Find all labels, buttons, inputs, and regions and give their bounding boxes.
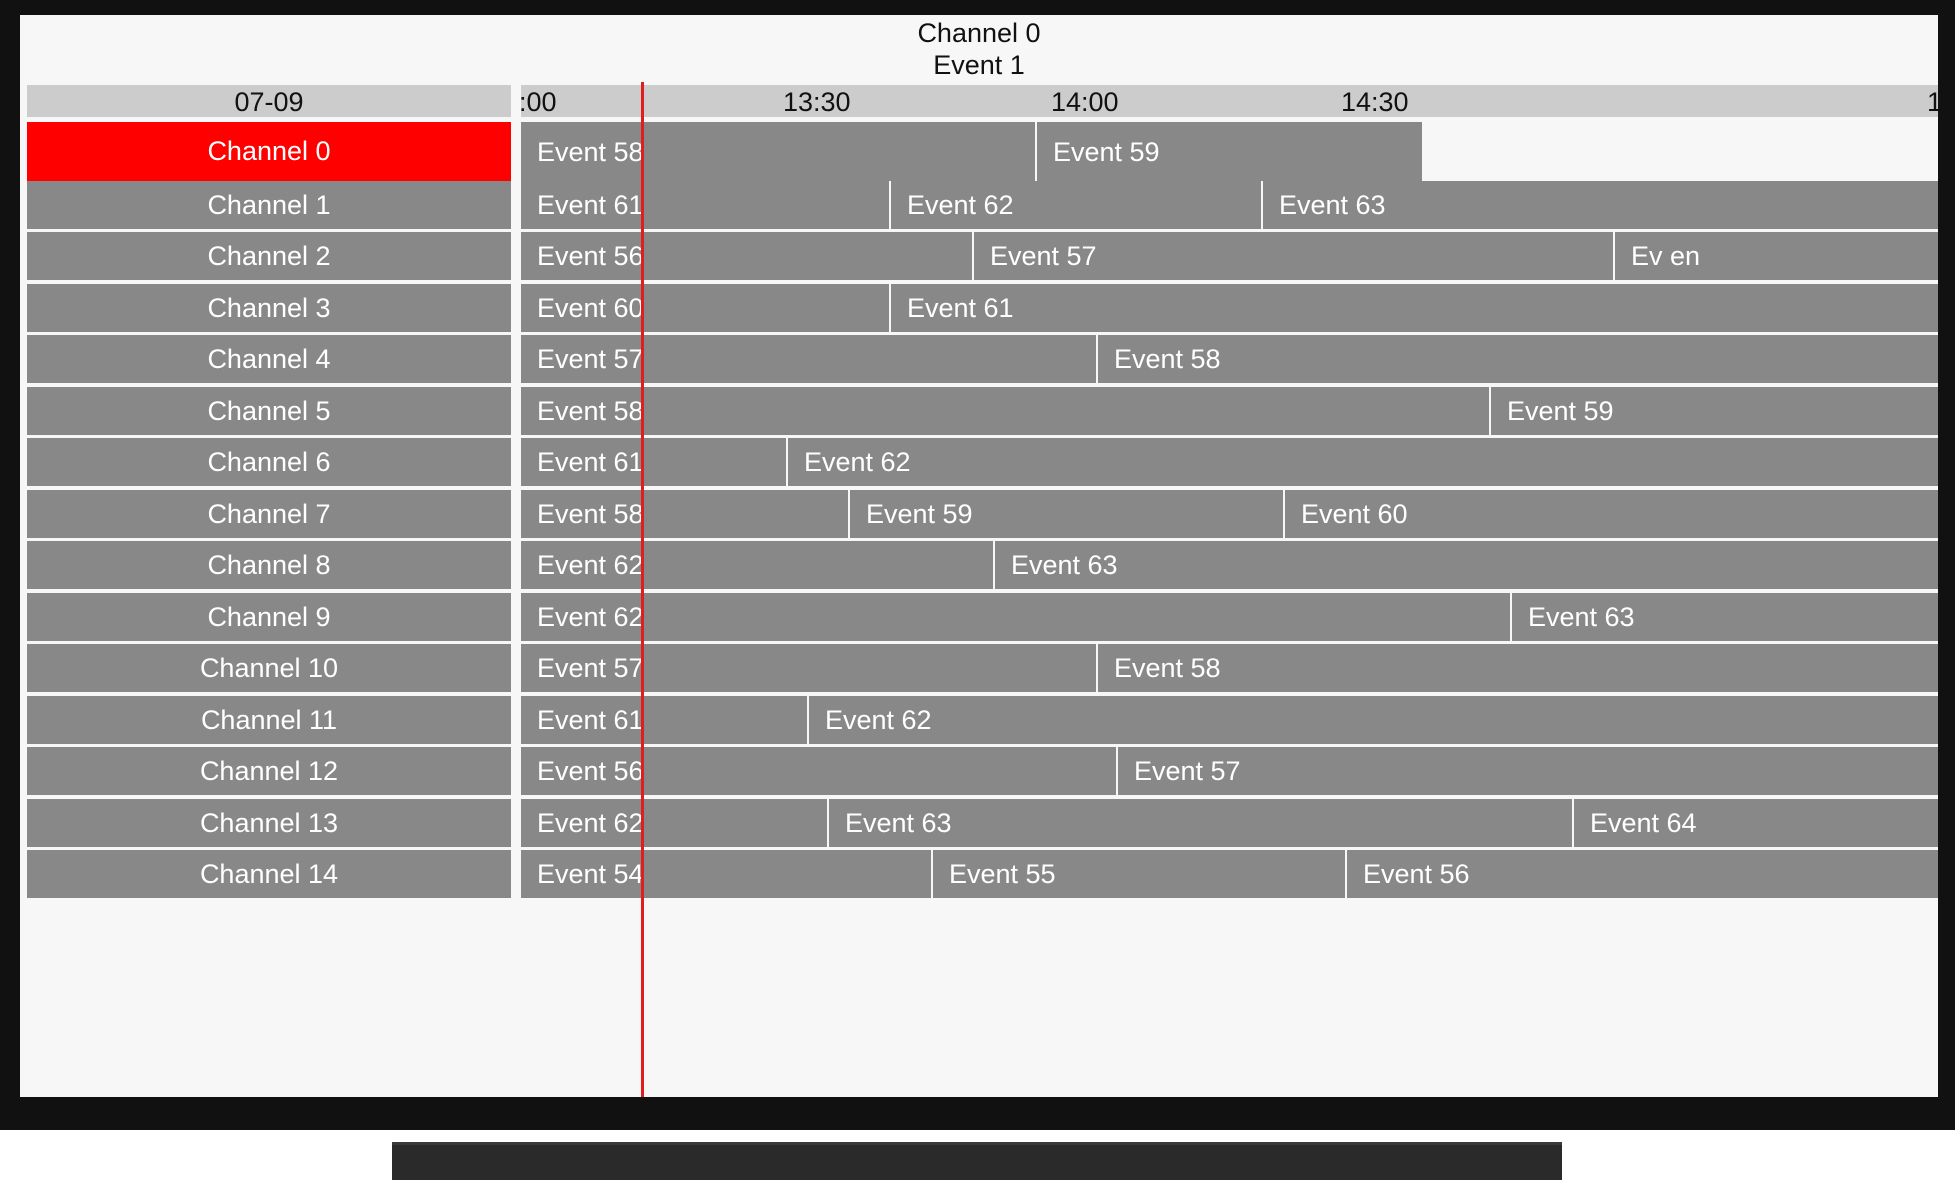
time-tick: 14:00	[1051, 87, 1119, 117]
channel-0[interactable]: Channel 0	[27, 122, 511, 181]
channel-10[interactable]: Channel 10	[27, 644, 511, 692]
program-cell[interactable]: Event 58	[1098, 335, 1938, 383]
program-cell[interactable]: Event 58	[521, 490, 848, 538]
time-tick: :00	[521, 87, 557, 117]
program-cell[interactable]: Event 60	[521, 284, 889, 332]
program-cell[interactable]: Event 56	[521, 232, 972, 280]
tv-stand	[392, 1142, 1562, 1180]
time-tick: 14:30	[1341, 87, 1409, 117]
channel-6[interactable]: Channel 6	[27, 438, 511, 486]
program-grid: Event 58 Event 59 Event 61 Event 62 Event 63…	[521, 122, 1938, 1097]
program-cell[interactable]: Event 57	[974, 232, 1613, 280]
program-cell[interactable]: Event 62	[521, 799, 827, 847]
program-cell[interactable]: Event 57	[1118, 747, 1938, 795]
channel-2[interactable]: Channel 2	[27, 232, 511, 280]
program-cell[interactable]: Event 63	[1512, 593, 1938, 641]
channel-14[interactable]: Channel 14	[27, 850, 511, 898]
focused-info: Channel 0 Event 1	[20, 15, 1938, 84]
program-cell[interactable]: Event 54	[521, 850, 931, 898]
channel-9[interactable]: Channel 9	[27, 593, 511, 641]
program-cell[interactable]: Event 57	[521, 644, 1096, 692]
program-cell[interactable]: Event 64	[1574, 799, 1938, 847]
program-cell[interactable]: Event 62	[891, 181, 1261, 229]
program-cell[interactable]: Event 58	[1098, 644, 1938, 692]
program-cell[interactable]: Event 61	[521, 181, 889, 229]
current-time-indicator	[641, 82, 644, 1097]
channel-7[interactable]: Channel 7	[27, 490, 511, 538]
time-tick: 15	[1927, 87, 1938, 117]
program-cell[interactable]: Event 61	[521, 696, 807, 744]
channel-8[interactable]: Channel 8	[27, 541, 511, 589]
program-cell[interactable]: Event 56	[1347, 850, 1938, 898]
timeline-bar: :00 13:30 14:00 14:30 15	[521, 85, 1938, 117]
focused-channel-title: Channel 0	[917, 18, 1041, 48]
program-cell[interactable]: Event 58	[521, 122, 1035, 181]
channel-1[interactable]: Channel 1	[27, 181, 511, 229]
program-cell[interactable]: Event 59	[1037, 122, 1422, 181]
channel-3[interactable]: Channel 3	[27, 284, 511, 332]
program-cell[interactable]: Event 55	[933, 850, 1345, 898]
time-tick: 13:30	[783, 87, 851, 117]
program-cell[interactable]: Event 61	[891, 284, 1938, 332]
program-cell[interactable]: Event 61	[521, 438, 786, 486]
program-cell[interactable]: Event 63	[829, 799, 1572, 847]
channel-5[interactable]: Channel 5	[27, 387, 511, 435]
channel-13[interactable]: Channel 13	[27, 799, 511, 847]
channel-12[interactable]: Channel 12	[27, 747, 511, 795]
epg-screen: Channel 0 Event 1 07-09 :00 13:30 14:00 …	[20, 15, 1938, 1097]
program-cell[interactable]: Ev en	[1615, 232, 1938, 280]
program-cell[interactable]: Event 62	[788, 438, 1938, 486]
program-cell[interactable]: Event 63	[995, 541, 1938, 589]
program-cell[interactable]: Event 63	[1263, 181, 1938, 229]
channel-4[interactable]: Channel 4	[27, 335, 511, 383]
program-cell[interactable]: Event 58	[521, 387, 1489, 435]
focused-event-title: Event 1	[933, 50, 1025, 80]
program-cell[interactable]: Event 62	[521, 593, 1510, 641]
program-cell[interactable]: Event 62	[809, 696, 1938, 744]
program-cell[interactable]: Event 56	[521, 747, 1116, 795]
channel-11[interactable]: Channel 11	[27, 696, 511, 744]
program-cell[interactable]: Event 59	[850, 490, 1283, 538]
program-cell[interactable]: Event 60	[1285, 490, 1938, 538]
program-cell[interactable]: Event 57	[521, 335, 1096, 383]
tv-bezel: Channel 0 Event 1 07-09 :00 13:30 14:00 …	[0, 0, 1955, 1130]
program-cell[interactable]: Event 59	[1491, 387, 1938, 435]
date-label: 07-09	[27, 85, 511, 117]
program-cell[interactable]: Event 62	[521, 541, 993, 589]
